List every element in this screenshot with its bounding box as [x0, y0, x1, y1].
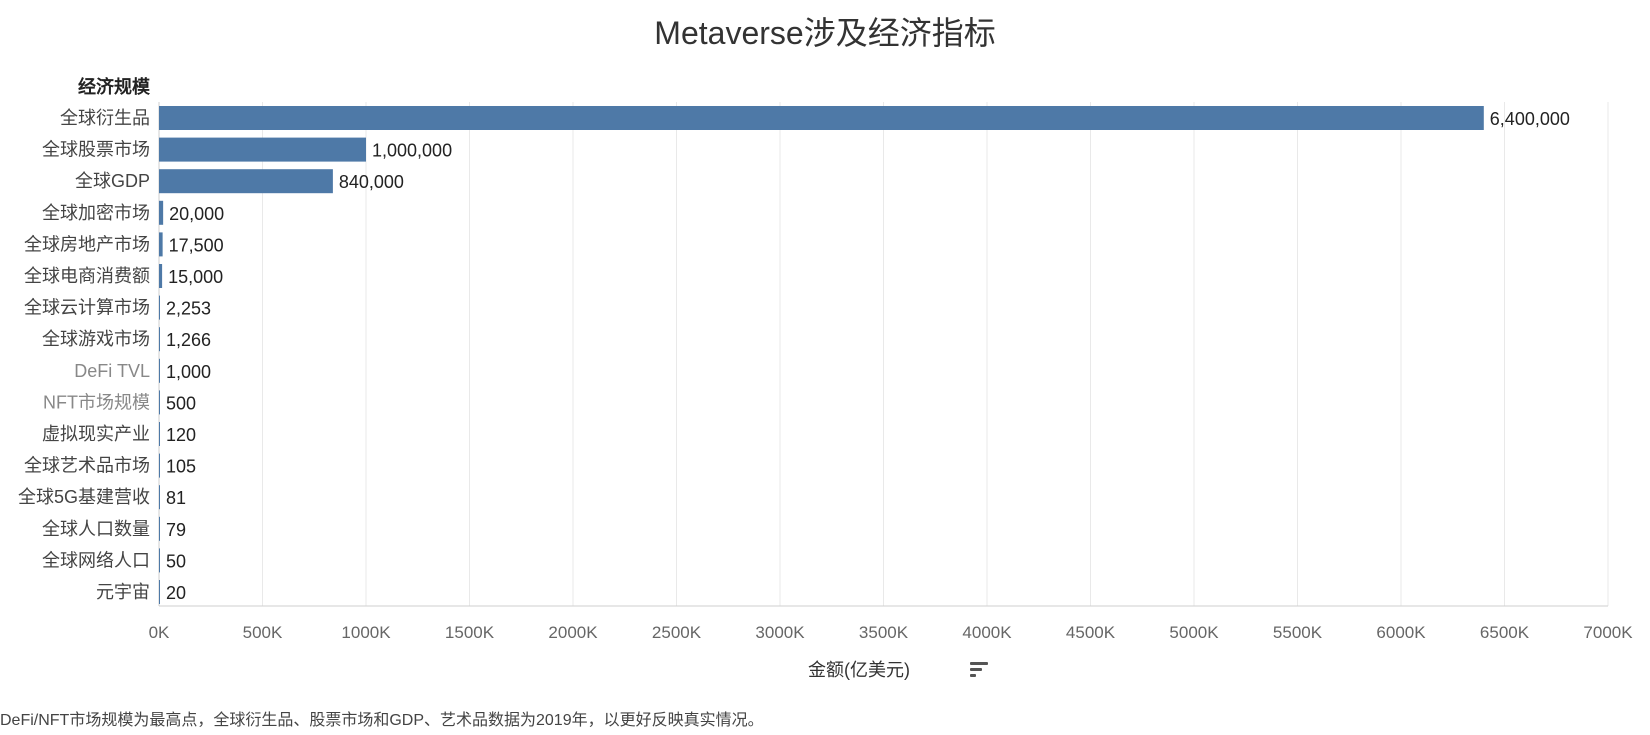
data-label: 20,000	[169, 204, 224, 224]
x-tick-label: 0K	[149, 623, 170, 642]
x-tick-label: 7000K	[1583, 623, 1633, 642]
x-tick-label: 3000K	[755, 623, 805, 642]
bar[interactable]	[159, 516, 160, 541]
category-label: 全球衍生品	[60, 108, 150, 128]
bar[interactable]	[159, 453, 160, 478]
grid-lines	[158, 102, 1609, 607]
data-label: 120	[166, 425, 196, 445]
bar[interactable]	[159, 295, 160, 320]
x-tick-label: 6000K	[1376, 623, 1426, 642]
bar[interactable]	[159, 485, 160, 510]
category-label: 全球云计算市场	[24, 298, 150, 318]
category-label: 全球电商消费额	[24, 266, 150, 286]
category-label: 全球5G基建营收	[18, 487, 150, 507]
bar[interactable]	[159, 137, 366, 162]
x-tick-label: 4500K	[1066, 623, 1116, 642]
category-label: DeFi TVL	[74, 361, 150, 381]
data-label: 840,000	[339, 172, 404, 192]
data-label: 79	[166, 520, 186, 540]
category-label: 全球房地产市场	[24, 234, 150, 254]
x-tick-label: 1000K	[341, 623, 391, 642]
bar[interactable]	[159, 422, 160, 446]
bar[interactable]	[159, 390, 160, 415]
data-label: 50	[166, 551, 186, 571]
data-label: 500	[166, 393, 196, 413]
data-label: 1,000,000	[372, 141, 452, 161]
footnote: DeFi/NFT市场规模为最高点，全球衍生品、股票市场和GDP、艺术品数据为20…	[0, 712, 764, 729]
x-tick-label: 3500K	[859, 623, 909, 642]
x-tick-label: 4000K	[962, 623, 1012, 642]
bar[interactable]	[159, 264, 163, 288]
category-label: 全球游戏市场	[42, 329, 150, 349]
row-header: 经济规模	[78, 76, 151, 97]
data-label: 17,500	[169, 235, 224, 255]
category-label: 全球股票市场	[42, 140, 150, 160]
data-label: 20	[166, 583, 186, 603]
bar[interactable]	[159, 232, 163, 257]
x-tick-label: 6500K	[1480, 623, 1530, 642]
x-tick-label: 5500K	[1273, 623, 1323, 642]
x-tick-label: 2500K	[652, 623, 702, 642]
data-label: 1,000	[166, 362, 211, 382]
chart-title: Metaverse涉及经济指标	[654, 15, 995, 51]
data-label: 6,400,000	[1490, 109, 1570, 129]
category-label: 全球人口数量	[42, 519, 150, 539]
category-label: NFT市场规模	[43, 392, 150, 412]
bar[interactable]	[159, 358, 160, 383]
bar[interactable]	[159, 548, 160, 573]
category-label: 全球GDP	[75, 171, 150, 191]
x-tick-label: 5000K	[1169, 623, 1219, 642]
value-labels: 6,400,000 1,000,000 840,000 20,000 17,500 15,…	[166, 109, 1570, 603]
category-label: 全球加密市场	[42, 203, 150, 223]
x-tick-label: 500K	[243, 623, 283, 642]
data-label: 2,253	[166, 299, 211, 319]
x-axis-ticks: 0K 500K 1000K 1500K 2000K 2500K 3000K 3500K 4000…	[149, 623, 1634, 642]
category-label: 全球艺术品市场	[24, 456, 150, 476]
sort-descending-icon[interactable]	[970, 662, 988, 678]
x-axis-label: 金额(亿美元)	[808, 660, 910, 680]
category-label: 虚拟现实产业	[42, 424, 150, 444]
category-label: 全球网络人口	[42, 550, 150, 570]
data-label: 1,266	[166, 330, 211, 350]
bar[interactable]	[159, 327, 160, 352]
bar[interactable]	[159, 580, 160, 604]
bar[interactable]	[159, 106, 1484, 130]
data-label: 15,000	[168, 267, 223, 287]
bars	[159, 106, 1484, 604]
data-label: 81	[166, 488, 186, 508]
x-tick-label: 1500K	[445, 623, 495, 642]
bar[interactable]	[159, 169, 333, 194]
category-label: 元宇宙	[96, 582, 150, 602]
bar[interactable]	[159, 200, 164, 225]
x-tick-label: 2000K	[548, 623, 598, 642]
data-label: 105	[166, 457, 196, 477]
